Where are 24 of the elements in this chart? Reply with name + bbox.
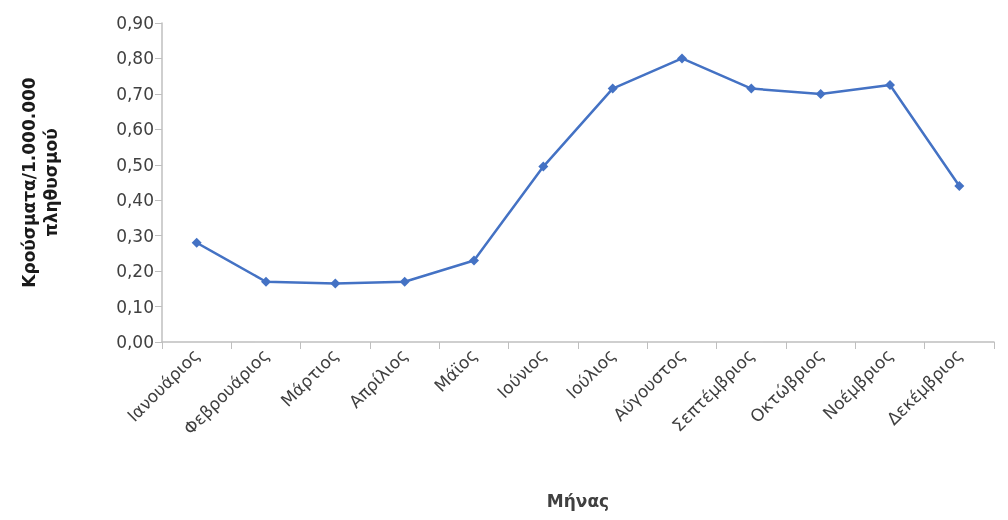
y-tick-label: 0,70 (116, 83, 154, 104)
y-tick-label: 0,60 (116, 119, 154, 140)
point (191, 237, 202, 248)
x-axis-title: Μήνας (546, 490, 610, 511)
point (954, 181, 965, 192)
point (677, 53, 687, 64)
y-tick-label: 0,00 (116, 332, 154, 352)
y-axis-title: Κρούσματα/1.000.000 πληθυσμού (19, 77, 61, 288)
point (469, 255, 479, 266)
y-tick-label: 0,40 (116, 190, 154, 211)
point (815, 88, 826, 99)
y-tick-label: 0,80 (116, 48, 154, 69)
y-tick-label: 0,50 (116, 154, 154, 175)
point (885, 80, 895, 91)
point (330, 278, 341, 289)
point (261, 276, 271, 287)
point (607, 83, 618, 94)
y-tick-label: 0,10 (116, 296, 154, 317)
point (746, 83, 757, 94)
y-tick-label: 0,20 (116, 261, 154, 282)
y-tick-label: 0,90 (116, 13, 154, 33)
y-tick-label: 0,30 (116, 225, 154, 246)
point (399, 276, 410, 287)
point (538, 161, 549, 172)
